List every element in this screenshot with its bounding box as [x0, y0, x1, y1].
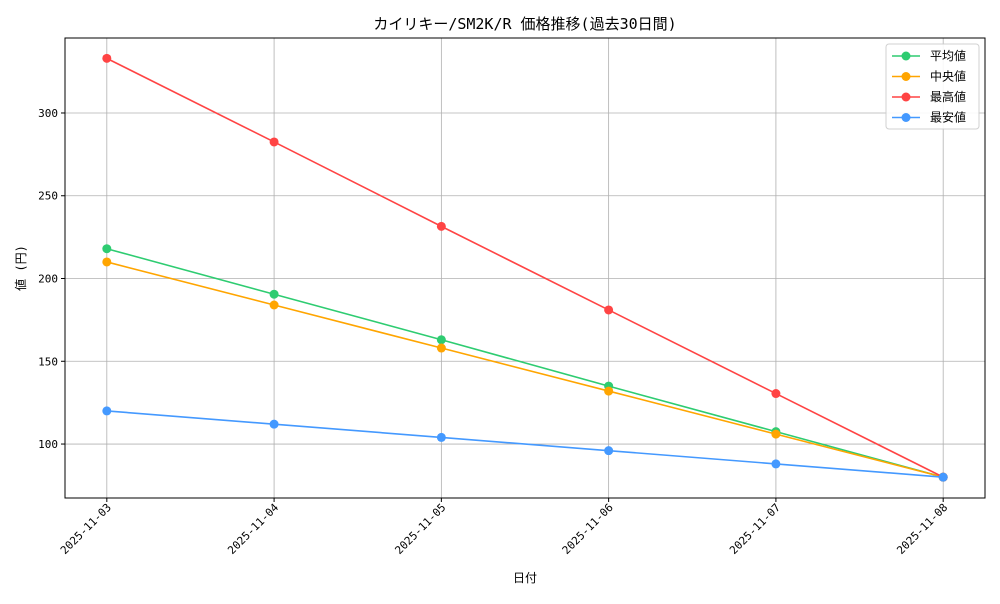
x-tick-label: 2025-11-04 [225, 501, 281, 557]
series-3 [102, 53, 948, 482]
y-tick-label: 150 [38, 355, 58, 368]
y-tick-label: 300 [38, 107, 58, 120]
legend-box [885, 43, 980, 130]
x-tick-label: 2025-11-07 [727, 501, 783, 557]
data-point [269, 289, 279, 299]
data-point [771, 459, 781, 469]
x-tick-label: 2025-11-05 [392, 501, 448, 557]
data-point [102, 406, 112, 416]
data-point [604, 386, 614, 396]
data-point [436, 343, 446, 353]
data-point [436, 221, 446, 231]
data-point [102, 53, 112, 63]
series-2 [102, 257, 948, 482]
chart-title: カイリキー/SM2K/R 価格推移(過去30日間) [373, 15, 676, 33]
legend-label: 最安値 [930, 110, 966, 125]
data-point [938, 472, 948, 482]
series-line [106, 57, 944, 478]
series-line [106, 261, 944, 478]
series-4 [102, 406, 948, 482]
legend-marker [901, 51, 911, 61]
data-point [604, 305, 614, 315]
data-point [269, 419, 279, 429]
data-point [102, 257, 112, 267]
y-tick-label: 250 [38, 190, 58, 203]
data-point [436, 432, 446, 442]
x-tick-label: 2025-11-06 [560, 501, 616, 557]
plot-frame [64, 37, 986, 499]
x-axis-label: 日付 [513, 571, 537, 585]
data-point [436, 335, 446, 345]
legend-marker [901, 92, 911, 102]
y-tick-label: 100 [38, 438, 58, 451]
data-point [771, 429, 781, 439]
x-tick-label: 2025-11-08 [894, 501, 950, 557]
y-tick-label: 200 [38, 273, 58, 286]
legend-label: 中央値 [930, 69, 966, 84]
y-axis-label: 値 (円) [13, 245, 28, 291]
x-tick-label: 2025-11-03 [58, 501, 114, 557]
data-point [102, 244, 112, 254]
series-line [106, 410, 944, 478]
data-point [604, 446, 614, 456]
legend-label: 最高値 [930, 89, 966, 104]
legend-marker [901, 72, 911, 81]
data-point [771, 389, 781, 399]
data-point [269, 300, 279, 310]
legend-marker [901, 113, 911, 122]
legend-label: 平均値 [930, 48, 966, 63]
series-line [106, 247, 944, 478]
data-point [269, 137, 279, 147]
